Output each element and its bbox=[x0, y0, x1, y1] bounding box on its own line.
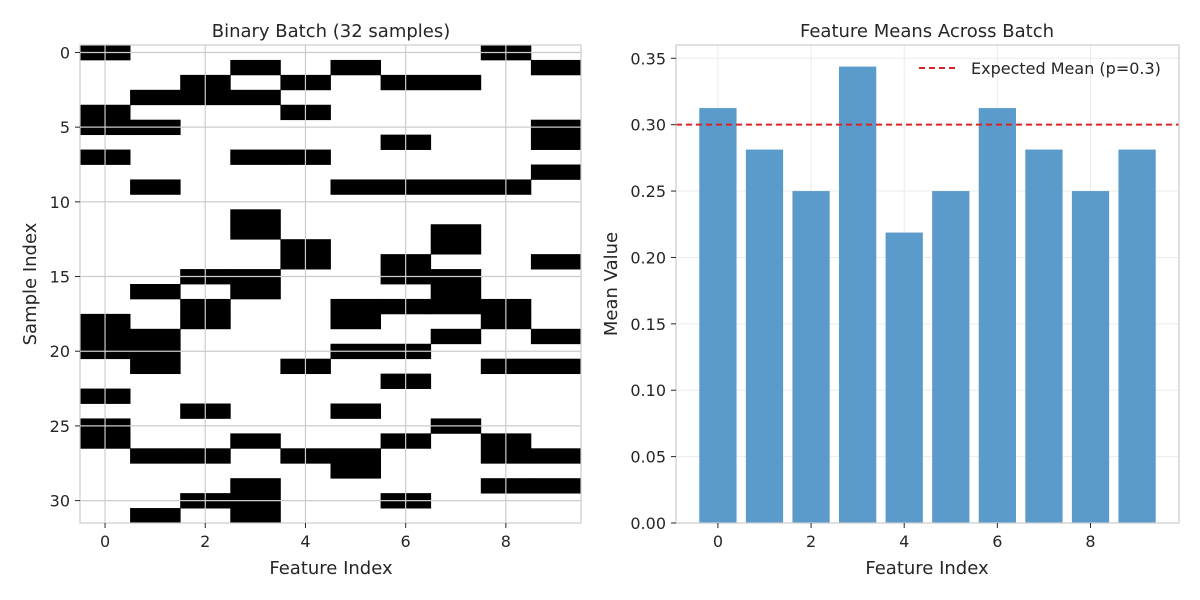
bar-x-ticks: 0 2 4 6 8 bbox=[713, 523, 1096, 551]
bar bbox=[978, 108, 1016, 523]
heatmap-panel: Binary Batch (32 samples) 0 2 4 6 8 0 5 10 15 20… bbox=[20, 21, 582, 579]
bar-y-tick-label: 0.30 bbox=[630, 116, 666, 135]
heatmap-cell bbox=[230, 433, 281, 449]
heatmap-title: Binary Batch (32 samples) bbox=[212, 21, 451, 42]
bar bbox=[699, 108, 737, 523]
bar-y-tick-label: 0.20 bbox=[630, 248, 666, 267]
heatmap-cell bbox=[130, 358, 181, 375]
bar-x-label: Feature Index bbox=[865, 558, 989, 579]
heatmap-cell bbox=[130, 89, 181, 106]
heatmap-y-tick-label: 25 bbox=[50, 417, 70, 436]
heatmap-x-tick-label: 2 bbox=[200, 532, 210, 551]
heatmap-cell bbox=[330, 403, 381, 419]
heatmap-cell bbox=[130, 448, 181, 464]
bar-y-tick-label: 0.35 bbox=[630, 49, 666, 68]
heatmap-cell bbox=[530, 164, 582, 180]
heatmap-cell bbox=[430, 239, 482, 255]
heatmap-cell bbox=[430, 74, 482, 91]
heatmap-cell bbox=[230, 89, 281, 106]
bar bbox=[792, 191, 830, 523]
bar-y-tick-label: 0.00 bbox=[630, 514, 666, 533]
heatmap-x-tick-label: 6 bbox=[401, 532, 411, 551]
heatmap-cell bbox=[530, 134, 582, 150]
bar-x-tick-label: 2 bbox=[806, 532, 816, 551]
heatmap-y-tick-label: 30 bbox=[50, 492, 70, 511]
heatmap-cell bbox=[530, 328, 582, 345]
heatmap-x-tick-label: 8 bbox=[501, 532, 511, 551]
bar-y-tick-label: 0.05 bbox=[630, 448, 666, 467]
bar bbox=[745, 149, 784, 523]
heatmap-frame bbox=[79, 44, 582, 524]
heatmap-cell bbox=[530, 478, 582, 494]
heatmap-cell bbox=[330, 59, 381, 76]
bar bbox=[1025, 149, 1063, 523]
bar-y-tick-label: 0.10 bbox=[630, 381, 666, 400]
bar-y-label: Mean Value bbox=[601, 232, 622, 336]
heatmap-y-label: Sample Index bbox=[20, 222, 41, 345]
heatmap-cell bbox=[230, 59, 281, 76]
heatmap-x-tick-label: 0 bbox=[100, 532, 110, 551]
heatmap-y-tick-label: 15 bbox=[50, 268, 70, 287]
bar bbox=[885, 232, 923, 524]
heatmap-cell bbox=[430, 224, 482, 240]
heatmap-cell bbox=[330, 298, 381, 315]
heatmap-cell bbox=[230, 284, 281, 300]
bar-x-tick-label: 8 bbox=[1085, 532, 1095, 551]
heatmap-cell bbox=[230, 478, 281, 494]
heatmap-cell bbox=[530, 358, 582, 375]
legend: Expected Mean (p=0.3) bbox=[919, 59, 1161, 78]
bar-title: Feature Means Across Batch bbox=[800, 21, 1054, 42]
heatmap-cell bbox=[230, 224, 281, 240]
heatmap-cell bbox=[530, 254, 582, 270]
heatmap-cell bbox=[330, 179, 381, 195]
bar bbox=[839, 66, 877, 523]
bar-y-tick-label: 0.15 bbox=[630, 315, 666, 334]
heatmap-grid bbox=[80, 45, 581, 523]
bar-x-tick-label: 4 bbox=[899, 532, 909, 551]
heatmap-x-tick-label: 4 bbox=[300, 532, 310, 551]
heatmap-cell bbox=[230, 209, 281, 225]
bar bbox=[1118, 149, 1156, 523]
bar-y-ticks: 0.00 0.05 0.10 0.15 0.20 0.25 0.30 0.35 bbox=[630, 49, 676, 533]
heatmap-cell bbox=[430, 298, 482, 315]
heatmap-cell bbox=[530, 59, 582, 76]
bar bbox=[932, 191, 970, 523]
heatmap-cell bbox=[430, 179, 482, 195]
bars bbox=[699, 66, 1156, 524]
heatmap-y-tick-label: 10 bbox=[50, 193, 70, 212]
legend-label: Expected Mean (p=0.3) bbox=[971, 59, 1161, 78]
bar bbox=[1071, 191, 1110, 523]
heatmap-cell bbox=[330, 448, 381, 464]
heatmap-cell bbox=[430, 328, 482, 345]
heatmap-cell bbox=[330, 313, 381, 330]
heatmap-cell bbox=[430, 284, 482, 300]
heatmap-cell bbox=[130, 284, 181, 300]
heatmap-y-tick-label: 20 bbox=[50, 342, 70, 361]
heatmap-cell bbox=[130, 179, 181, 195]
heatmap-cell bbox=[130, 328, 181, 345]
bar-x-tick-label: 6 bbox=[992, 532, 1002, 551]
heatmap-cell bbox=[130, 508, 181, 524]
heatmap-x-ticks: 0 2 4 6 8 bbox=[100, 523, 511, 551]
heatmap-cell bbox=[330, 463, 381, 479]
bar-frame bbox=[675, 44, 1180, 524]
bar-y-tick-label: 0.25 bbox=[630, 182, 666, 201]
heatmap-y-ticks: 0 5 10 15 20 25 30 bbox=[50, 43, 80, 511]
heatmap-cell bbox=[230, 508, 281, 524]
heatmap-y-tick-label: 0 bbox=[60, 43, 70, 62]
heatmap-x-label: Feature Index bbox=[269, 558, 393, 579]
heatmap-y-tick-label: 5 bbox=[60, 118, 70, 137]
heatmap-cell bbox=[230, 149, 281, 165]
bar-x-tick-label: 0 bbox=[713, 532, 723, 551]
heatmap-cell bbox=[530, 448, 582, 464]
